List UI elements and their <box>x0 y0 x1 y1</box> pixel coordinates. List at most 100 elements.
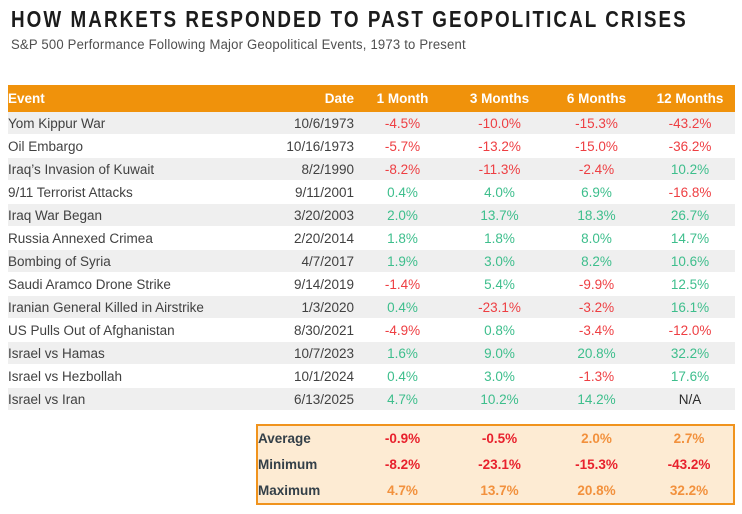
performance-value-cell: 18.3% <box>548 203 645 227</box>
date-cell: 9/11/2001 <box>262 180 354 204</box>
performance-value-cell: 32.2% <box>645 341 735 365</box>
event-cell: Iraq War Began <box>8 203 262 227</box>
date-cell: 4/7/2017 <box>262 249 354 273</box>
performance-value-cell: 4.0% <box>451 180 548 204</box>
column-header-12-months: 12 Months <box>645 85 735 112</box>
event-cell: Yom Kippur War <box>8 112 262 135</box>
summary-value-cell: 4.7% <box>387 482 418 498</box>
performance-value-cell: 17.6% <box>645 364 735 388</box>
table-row: 9/11 Terrorist Attacks 9/11/2001 0.4% 4.0% 6… <box>8 180 735 204</box>
event-cell: Israel vs Hezbollah <box>8 364 262 388</box>
performance-value-cell: 2.0% <box>354 203 451 227</box>
table-row: Bombing of Syria 4/7/2017 1.9% 3.0% 8.2% 10.6… <box>8 249 735 273</box>
performance-value-cell: 14.2% <box>548 387 645 411</box>
table-row: Iranian General Killed in Airstrike 1/3/2… <box>8 295 735 319</box>
performance-value-cell: -23.1% <box>451 295 548 319</box>
performance-value-cell: -3.4% <box>548 318 645 342</box>
table-header-row: Event Date 1 Month 3 Months 6 Months 12 … <box>8 85 735 112</box>
event-cell: Israel vs Iran <box>8 387 262 411</box>
event-cell: 9/11 Terrorist Attacks <box>8 180 262 204</box>
date-cell: 8/30/2021 <box>262 318 354 342</box>
performance-value-cell: -11.3% <box>451 157 548 181</box>
date-cell: 10/16/1973 <box>262 134 354 158</box>
performance-value-cell: 0.8% <box>451 318 548 342</box>
summary-value-cell: 2.0% <box>581 431 612 447</box>
performance-value-cell: 8.0% <box>548 226 645 250</box>
performance-value-cell: 0.4% <box>354 295 451 319</box>
table-row: Yom Kippur War 10/6/1973 -4.5% -10.0% -15.3%… <box>8 112 735 135</box>
performance-value-cell: -16.8% <box>645 180 735 204</box>
page-subtitle: S&P 500 Performance Following Major Geop… <box>11 37 466 52</box>
performance-value-cell: 10.6% <box>645 249 735 273</box>
summary-value-cell: -0.9% <box>384 431 421 447</box>
summary-label-cell: Minimum <box>258 456 318 472</box>
date-cell: 10/1/2024 <box>262 364 354 388</box>
event-cell: Iranian General Killed in Airstrike <box>8 295 262 319</box>
performance-value-cell: 12.5% <box>645 272 735 296</box>
event-cell: US Pulls Out of Afghanistan <box>8 318 262 342</box>
table-row: Russia Annexed Crimea 2/20/2014 1.8% 1.8% 8.… <box>8 226 735 250</box>
summary-row: Average -0.9% -0.5% 2.0% 2.7% <box>258 426 733 452</box>
summary-value-cell: 20.8% <box>577 482 616 498</box>
market-table-body: Yom Kippur War 10/6/1973 -4.5% -10.0% -15.3%… <box>8 112 735 411</box>
performance-value-cell: 3.0% <box>451 249 548 273</box>
performance-value-cell: 16.1% <box>645 295 735 319</box>
performance-value-cell: 0.4% <box>354 180 451 204</box>
performance-value-cell: -1.4% <box>354 272 451 296</box>
summary-label-cell: Average <box>258 431 311 447</box>
table-row: US Pulls Out of Afghanistan 8/30/2021 -4.9… <box>8 318 735 342</box>
performance-value-cell: 20.8% <box>548 341 645 365</box>
date-cell: 9/14/2019 <box>262 272 354 296</box>
performance-value-cell: 26.7% <box>645 203 735 227</box>
event-cell: Bombing of Syria <box>8 249 262 273</box>
performance-value-cell: -12.0% <box>645 318 735 342</box>
performance-value-cell: -5.7% <box>354 134 451 158</box>
summary-row: Minimum -8.2% -23.1% -15.3% -43.2% <box>258 452 733 478</box>
performance-value-cell: 13.7% <box>451 203 548 227</box>
date-cell: 1/3/2020 <box>262 295 354 319</box>
summary-body: Average -0.9% -0.5% 2.0% 2.7% Minimum -8.2% -23… <box>258 426 733 503</box>
performance-value-cell: -15.3% <box>548 112 645 135</box>
date-cell: 3/20/2003 <box>262 203 354 227</box>
market-performance-table: Event Date 1 Month 3 Months 6 Months 12 … <box>8 85 735 411</box>
table-row: Iraq War Began 3/20/2003 2.0% 13.7% 18.3% 26.… <box>8 203 735 227</box>
performance-value-cell: -2.4% <box>548 157 645 181</box>
summary-value-cell: 32.2% <box>669 482 709 498</box>
column-header-event: Event <box>8 85 262 112</box>
table-row: Israel vs Hamas 10/7/2023 1.6% 9.0% 20.8% 32.… <box>8 341 735 365</box>
performance-value-cell: 1.9% <box>354 249 451 273</box>
table-row: Saudi Aramco Drone Strike 9/14/2019 -1.4% 5… <box>8 272 735 296</box>
summary-value-cell: -0.5% <box>481 431 518 447</box>
performance-value-cell: -43.2% <box>645 112 735 135</box>
performance-value-cell: -36.2% <box>645 134 735 158</box>
date-cell: 8/2/1990 <box>262 157 354 181</box>
performance-value-cell: 1.6% <box>354 341 451 365</box>
date-cell: 10/7/2023 <box>262 341 354 365</box>
performance-value-cell: -4.9% <box>354 318 451 342</box>
summary-label-cell: Maximum <box>258 482 321 498</box>
table-row: Iraq’s Invasion of Kuwait 8/2/1990 -8.2% -1… <box>8 157 735 181</box>
summary-value-cell: 2.7% <box>673 431 705 447</box>
performance-value-cell: 6.9% <box>548 180 645 204</box>
summary-value-cell: -8.2% <box>384 456 421 472</box>
performance-value-cell: -3.2% <box>548 295 645 319</box>
performance-value-cell: -9.9% <box>548 272 645 296</box>
summary-stats-table: Average -0.9% -0.5% 2.0% 2.7% Minimum -8.2% -23… <box>258 426 733 503</box>
event-cell: Saudi Aramco Drone Strike <box>8 272 262 296</box>
performance-value-cell: -10.0% <box>451 112 548 135</box>
performance-value-cell: N/A <box>645 387 735 411</box>
performance-value-cell: 3.0% <box>451 364 548 388</box>
performance-value-cell: -15.0% <box>548 134 645 158</box>
performance-value-cell: -8.2% <box>354 157 451 181</box>
performance-value-cell: 10.2% <box>645 157 735 181</box>
performance-value-cell: -1.3% <box>548 364 645 388</box>
summary-row: Maximum 4.7% 13.7% 20.8% 32.2% <box>258 477 733 503</box>
event-cell: Iraq’s Invasion of Kuwait <box>8 157 262 181</box>
date-cell: 6/13/2025 <box>262 387 354 411</box>
event-cell: Russia Annexed Crimea <box>8 226 262 250</box>
performance-value-cell: 10.2% <box>451 387 548 411</box>
performance-value-cell: 0.4% <box>354 364 451 388</box>
performance-value-cell: 1.8% <box>354 226 451 250</box>
event-cell: Israel vs Hamas <box>8 341 262 365</box>
